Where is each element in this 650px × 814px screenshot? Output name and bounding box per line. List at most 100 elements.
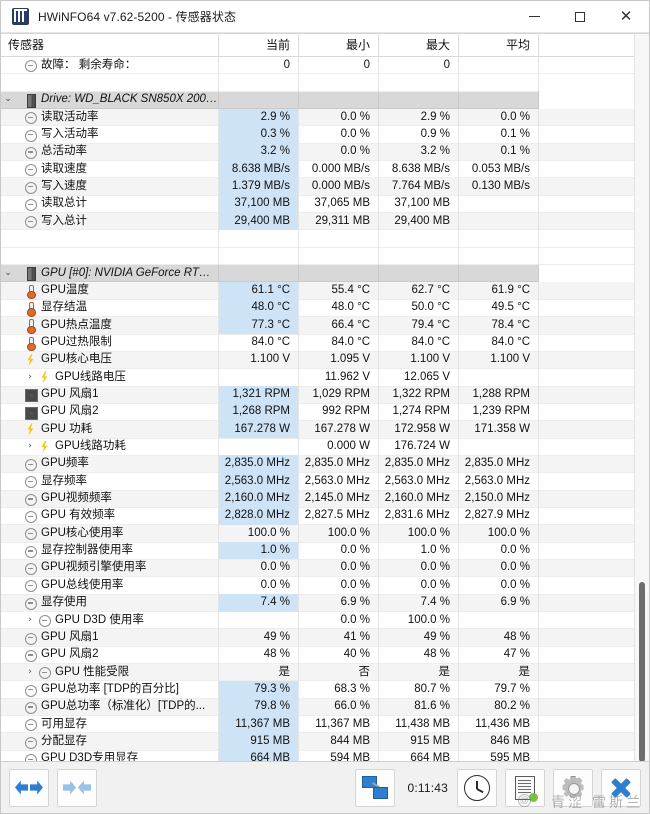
row-label-cell[interactable]: GPU 风扇2 [1,403,219,421]
row-label-cell[interactable]: 写入活动率 [1,125,219,144]
table-row[interactable]: GPU视频引擎使用率 0.0 % 0.0 % 0.0 % 0.0 % [1,559,649,578]
table-row[interactable]: GPU 风扇1 1,321 RPM 1,029 RPM 1,322 RPM 1,288 … [1,386,649,404]
table-row[interactable]: 总活动率 3.2 % 0.0 % 3.2 % 0.1 % [1,143,649,162]
table-row[interactable]: 写入活动率 0.3 % 0.0 % 0.9 % 0.1 % [1,125,649,144]
table-row[interactable]: 显存频率 2,563.0 MHz 2,563.0 MHz 2,563.0 MHz 2,5… [1,472,649,491]
prev-next-button[interactable] [9,768,49,807]
row-label-cell[interactable]: 显存频率 [1,472,219,491]
row-label-cell[interactable]: GPU 风扇1 [1,628,219,647]
column-header-maximum[interactable]: 最大 [379,34,459,57]
table-row[interactable]: GPU过热限制 84.0 °C 84.0 °C 84.0 °C 84.0 °C [1,334,649,352]
table-row[interactable]: 写入总计 29,400 MB 29,311 MB 29,400 MB [1,212,649,231]
table-row[interactable]: GPU总功率 [TDP的百分比] 79.3 % 68.3 % 80.7 % 79.7 % [1,680,649,699]
chevron-down-icon[interactable]: ⌄ [4,94,12,105]
row-label-cell[interactable]: 写入总计 [1,212,219,230]
table-row[interactable]: GPU核心使用率 100.0 % 100.0 % 100.0 % 100.0 % [1,524,649,543]
row-label-cell[interactable]: GPU 有效频率 [1,507,219,525]
polling-interval-button[interactable] [457,768,497,807]
row-label-cell[interactable]: GPU核心使用率 [1,524,219,543]
row-label-cell[interactable]: 分配显存 [1,732,219,751]
device-group-row[interactable]: ⌄ GPU [#0]: NVIDIA GeForce RTX 4... [1,264,649,283]
chevron-right-icon[interactable]: › [28,614,32,625]
row-label-cell[interactable]: 显存结温 [1,299,219,317]
table-row[interactable]: GPU 有效频率 2,828.0 MHz 2,827.5 MHz 2,831.6 MH… [1,507,649,526]
collapse-button[interactable] [57,768,97,807]
chevron-down-icon[interactable]: ⌄ [4,267,12,278]
row-label-cell[interactable]: GPU频率 [1,455,219,473]
table-row[interactable]: GPU 功耗 167.278 W 167.278 W 172.958 W 171.358… [1,420,649,439]
row-label-cell[interactable]: 故障： 剩余寿命： [1,56,219,74]
row-label-cell[interactable]: ⌄ GPU [#0]: NVIDIA GeForce RTX 4... [1,264,219,282]
row-label-cell[interactable]: 写入速度 [1,177,219,196]
row-label-cell[interactable]: GPU 功耗 [1,420,219,439]
row-label-cell[interactable]: ⌄ Drive: WD_BLACK SN850X 2000G... [1,91,219,109]
chevron-right-icon[interactable]: › [28,441,32,452]
column-header-minimum[interactable]: 最小 [299,34,379,57]
row-label-cell[interactable]: GPU热点温度 [1,316,219,335]
row-label-cell[interactable]: 总活动率 [1,143,219,161]
table-row[interactable]: 读取速度 8.638 MB/s 0.000 MB/s 8.638 MB/s 0.053 … [1,160,649,179]
row-label-cell[interactable]: › GPU 性能受限 [1,663,219,681]
table-row[interactable]: GPU总功率（标准化）[TDP的... 79.8 % 66.0 % 81.6 % 80.… [1,698,649,717]
row-label-cell[interactable]: GPU核心电压 [1,351,219,369]
remote-monitor-button[interactable] [355,768,396,807]
table-row[interactable]: › GPU D3D 使用率 0.0 % 100.0 % [1,611,649,630]
table-row[interactable]: GPU 风扇2 1,268 RPM 992 RPM 1,274 RPM 1,239 RP… [1,403,649,422]
row-label-cell[interactable]: 显存使用 [1,594,219,612]
row-label-cell[interactable]: GPU 风扇1 [1,386,219,404]
row-label-cell[interactable]: 读取总计 [1,195,219,213]
settings-button[interactable] [553,768,593,807]
close-sensors-button[interactable] [601,768,641,807]
table-row[interactable]: 显存结温 48.0 °C 48.0 °C 50.0 °C 49.5 °C [1,299,649,318]
table-row[interactable]: GPU视频频率 2,160.0 MHz 2,145.0 MHz 2,160.0 MHz… [1,490,649,508]
close-button[interactable]: ✕ [603,1,649,33]
table-row[interactable]: 显存使用 7.4 % 6.9 % 7.4 % 6.9 % [1,594,649,612]
minimize-button[interactable] [511,1,557,33]
table-row[interactable]: › GPU线路电压 11.962 V 12.065 V [1,368,649,387]
row-label-cell[interactable]: GPU 风扇2 [1,646,219,664]
row-label-cell[interactable]: GPU D3D专用显存 [1,750,219,761]
table-row[interactable]: 故障： 剩余寿命： 0 0 0 [1,56,649,75]
table-row[interactable]: › GPU线路功耗 0.000 W 176.724 W [1,438,649,456]
row-label-cell[interactable]: 可用显存 [1,715,219,733]
maximize-button[interactable] [557,1,603,33]
row-label-cell[interactable]: › GPU线路电压 [1,368,219,387]
row-label-cell[interactable]: GPU过热限制 [1,334,219,352]
vertical-scrollbar[interactable] [634,34,649,761]
row-label-cell[interactable]: GPU总功率 [TDP的百分比] [1,680,219,699]
table-row[interactable]: 可用显存 11,367 MB 11,367 MB 11,438 MB 11,436 MB [1,715,649,734]
table-row[interactable]: GPU 风扇2 48 % 40 % 48 % 47 % [1,646,649,665]
table-row[interactable]: GPU核心电压 1.100 V 1.095 V 1.100 V 1.100 V [1,351,649,370]
spacer-avg-cell [459,229,539,248]
row-label-cell[interactable]: 显存控制器使用率 [1,542,219,560]
table-row[interactable]: GPU 风扇1 49 % 41 % 49 % 48 % [1,628,649,647]
table-row[interactable]: GPU频率 2,835.0 MHz 2,835.0 MHz 2,835.0 MHz 2,… [1,455,649,474]
chevron-right-icon[interactable]: › [28,371,32,382]
table-row[interactable]: GPU D3D专用显存 664 MB 594 MB 664 MB 595 MB [1,750,649,761]
table-row[interactable]: › GPU 性能受限是否是是 [1,663,649,682]
table-row[interactable]: 显存控制器使用率 1.0 % 0.0 % 1.0 % 0.0 % [1,542,649,560]
table-row[interactable]: 读取总计 37,100 MB 37,065 MB 37,100 MB [1,195,649,214]
row-label-cell[interactable]: › GPU线路功耗 [1,438,219,456]
row-label-cell[interactable]: GPU温度 [1,281,219,300]
row-label-cell[interactable]: › GPU D3D 使用率 [1,611,219,629]
row-label-cell[interactable]: GPU视频频率 [1,490,219,508]
table-row[interactable]: GPU热点温度 77.3 °C 66.4 °C 79.4 °C 78.4 °C [1,316,649,335]
table-row[interactable]: 读取活动率 2.9 % 0.0 % 2.9 % 0.0 % [1,108,649,127]
row-label-cell[interactable]: 读取活动率 [1,108,219,126]
column-header-sensor[interactable]: 传感器 [1,34,219,57]
column-header-current[interactable]: 当前 [219,34,299,57]
column-header-average[interactable]: 平均 [459,34,539,57]
table-row[interactable]: 分配显存 915 MB 844 MB 915 MB 846 MB [1,732,649,751]
table-row[interactable]: 写入速度 1.379 MB/s 0.000 MB/s 7.764 MB/s 0.130 … [1,177,649,196]
scrollbar-thumb[interactable] [639,582,645,761]
row-label-cell[interactable]: 读取速度 [1,160,219,178]
row-label-cell[interactable]: GPU视频引擎使用率 [1,559,219,577]
row-label-cell[interactable]: GPU总功率（标准化）[TDP的... [1,698,219,716]
table-row[interactable]: GPU温度 61.1 °C 55.4 °C 62.7 °C 61.9 °C [1,281,649,300]
device-group-row[interactable]: ⌄ Drive: WD_BLACK SN850X 2000G... [1,91,649,110]
logging-button[interactable] [505,768,545,807]
chevron-right-icon[interactable]: › [28,666,32,677]
row-label-cell[interactable]: GPU总线使用率 [1,576,219,595]
table-row[interactable]: GPU总线使用率 0.0 % 0.0 % 0.0 % 0.0 % [1,576,649,595]
